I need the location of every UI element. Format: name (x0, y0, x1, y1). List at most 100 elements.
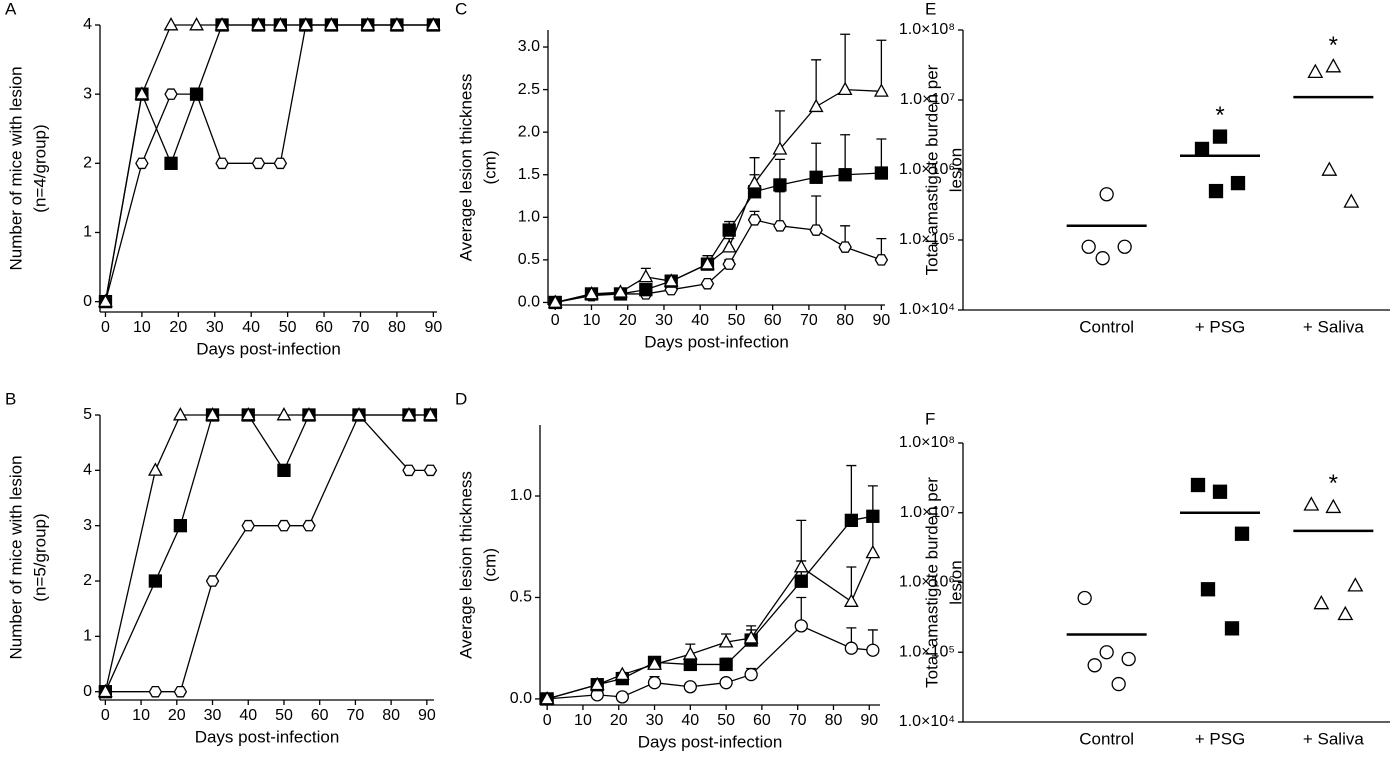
marker (614, 666, 630, 681)
marker (589, 676, 605, 691)
marker (1095, 251, 1110, 266)
marker (147, 462, 163, 476)
marker (866, 643, 880, 657)
marker (251, 157, 266, 170)
marker (1347, 577, 1364, 592)
marker (718, 634, 734, 648)
x-tick-label: 80 (825, 712, 843, 729)
x-tick-label: 80 (836, 312, 854, 329)
y-axis-label: Number of mice with lesion (6, 455, 25, 659)
marker (639, 283, 653, 297)
marker (584, 285, 599, 300)
y-tick-label: 3 (83, 85, 92, 102)
y-tick-label: 2 (83, 572, 92, 589)
marker (189, 17, 204, 31)
marker (1325, 58, 1342, 73)
x-tick-label: 80 (388, 319, 406, 336)
x-tick-label: 20 (619, 312, 637, 329)
x-tick-label: 20 (610, 712, 628, 729)
y-tick-label: 0.0 (518, 294, 540, 311)
marker (794, 619, 808, 633)
marker (1337, 605, 1354, 621)
x-axis-label: Days post-infection (638, 732, 783, 751)
y-tick-label: 1.0×10⁵ (899, 643, 955, 660)
y-tick-label: 0.0 (510, 690, 532, 707)
marker (1303, 496, 1320, 511)
marker (865, 544, 881, 559)
x-tick-label: + PSG (1195, 729, 1246, 748)
marker (273, 157, 288, 170)
y-axis-label: Total amastigote burden per (922, 477, 941, 688)
x-tick-label: 70 (800, 312, 818, 329)
marker (423, 464, 438, 477)
y-tick-label: 5 (83, 406, 92, 423)
marker (808, 98, 824, 113)
marker (1077, 590, 1092, 606)
panel-label: D (455, 389, 467, 408)
marker (251, 17, 266, 31)
marker (173, 519, 188, 533)
marker (134, 86, 150, 100)
y-tick-label: 1.0×10⁷ (900, 91, 955, 108)
panel-label: E (925, 0, 936, 18)
panel-label: C (455, 0, 467, 18)
x-tick-label: 40 (239, 707, 257, 724)
x-tick-label: 10 (132, 707, 150, 724)
marker (272, 17, 288, 31)
x-tick-label: 0 (551, 312, 560, 329)
marker (838, 241, 852, 253)
x-tick-label: 0 (101, 319, 110, 336)
y-tick-label: 1.0 (518, 209, 540, 226)
y-tick-label: 0 (83, 293, 92, 310)
x-tick-label: 90 (418, 707, 436, 724)
x-tick-label: 90 (424, 319, 442, 336)
series-line (104, 414, 431, 692)
marker (360, 17, 376, 31)
x-tick-label: 50 (279, 319, 297, 336)
x-axis-label: Days post-infection (196, 339, 341, 358)
marker (1111, 676, 1126, 692)
x-tick-label: 40 (242, 319, 260, 336)
marker (1194, 141, 1210, 157)
marker (844, 513, 859, 528)
marker (323, 17, 339, 31)
error-bar (840, 33, 851, 90)
marker (1121, 651, 1136, 667)
y-tick-label: 1.0 (510, 487, 532, 504)
marker (277, 463, 291, 477)
marker (719, 657, 733, 672)
x-tick-label: + Saliva (1303, 729, 1364, 748)
marker (1099, 645, 1114, 660)
marker (148, 685, 163, 698)
x-tick-label: 0 (543, 712, 552, 729)
marker (873, 83, 889, 97)
x-tick-label: 40 (681, 712, 699, 729)
marker (1099, 187, 1114, 202)
series-line (546, 515, 873, 700)
y-tick-label: 3 (83, 517, 92, 534)
marker (1212, 129, 1228, 144)
marker (215, 157, 229, 170)
marker (425, 17, 441, 31)
marker (663, 273, 679, 287)
marker (423, 407, 438, 421)
marker (838, 168, 852, 182)
marker (301, 407, 317, 421)
y-tick-label: 1.0×10⁴ (899, 713, 955, 730)
marker (744, 667, 758, 682)
y-tick-label: 1.0×10⁸ (899, 434, 955, 451)
y-tick-label: 1.0×10⁶ (899, 161, 955, 178)
y-tick-label: 3.0 (518, 38, 540, 55)
x-tick-label: 50 (275, 707, 293, 724)
y-axis-label: lesion (946, 148, 965, 192)
marker (1313, 595, 1330, 610)
marker (700, 277, 715, 290)
marker (719, 676, 733, 690)
marker (1234, 526, 1250, 541)
marker (547, 294, 563, 308)
y-axis-label: Average lesion thickness (456, 74, 475, 262)
x-tick-label: 20 (169, 319, 187, 336)
series-line (547, 625, 873, 700)
marker (205, 575, 220, 587)
